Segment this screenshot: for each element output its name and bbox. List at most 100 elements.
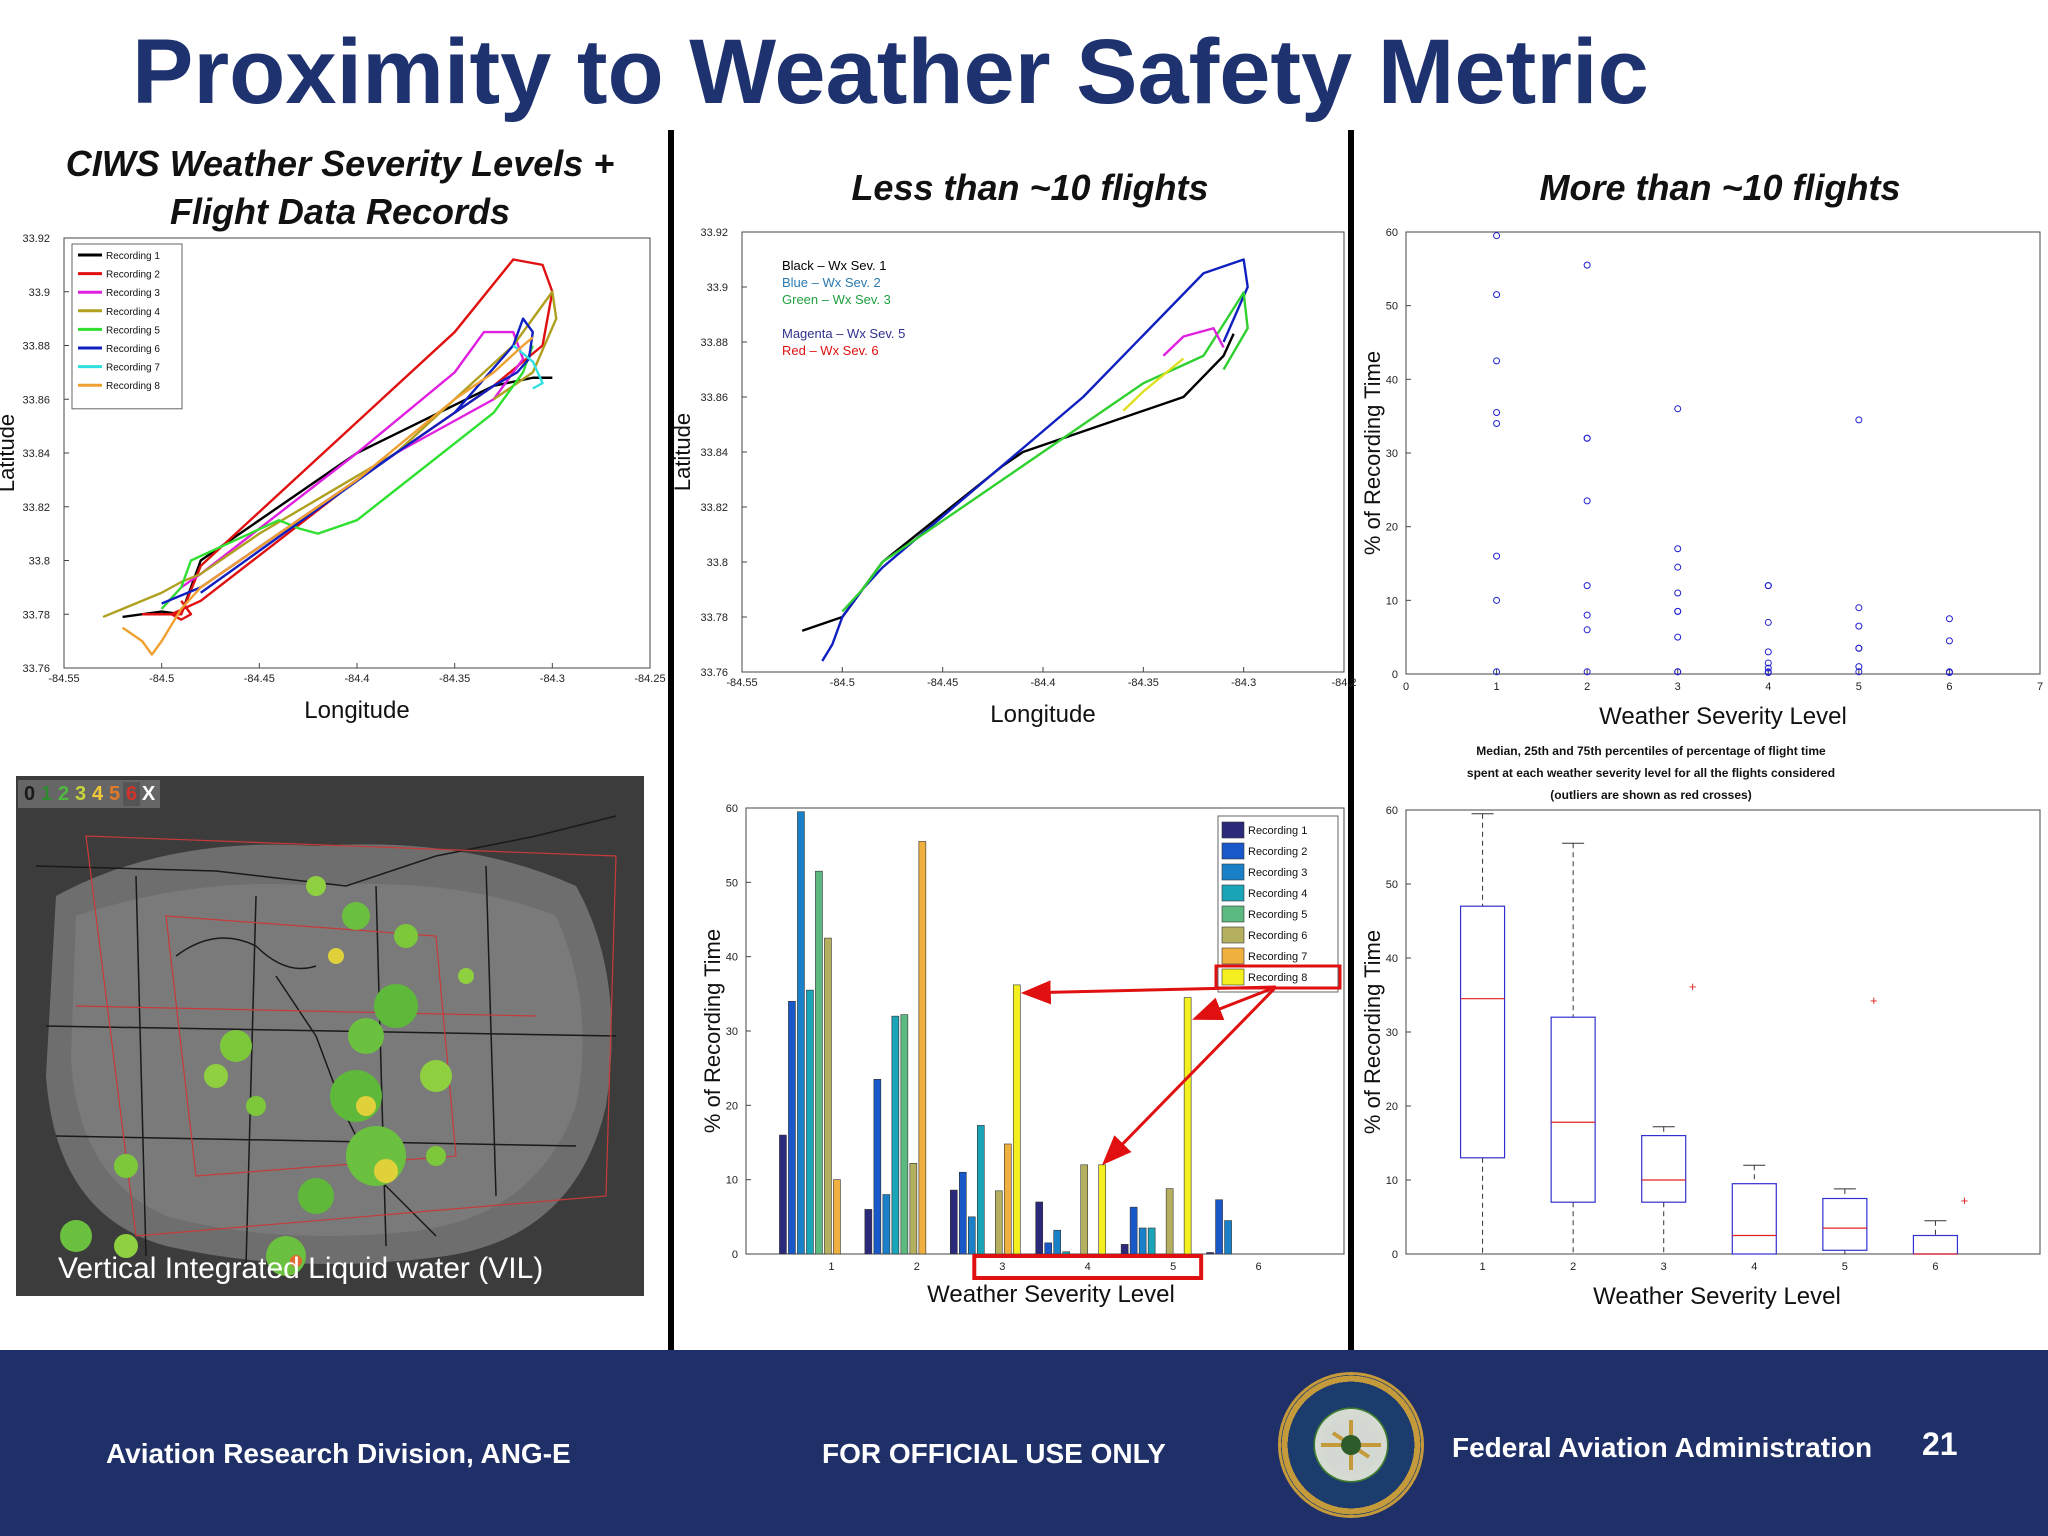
legend-swatch	[1221, 863, 1245, 881]
scatter-point	[1493, 232, 1501, 240]
legend-label: Recording 1	[1248, 825, 1307, 837]
scatter-point	[1945, 615, 1953, 623]
box-plot-title-line: (outliers are shown as red crosses)	[1550, 788, 1751, 802]
legend-swatch	[1221, 821, 1245, 839]
y-tick-label: 60	[726, 803, 738, 815]
trajectory-line-5	[160, 345, 534, 610]
y-tick-label: 10	[726, 1175, 738, 1187]
scatter-point	[1583, 261, 1591, 269]
y-axis-label: % of Recording Time	[1360, 930, 1385, 1134]
y-tick-label: 33.9	[707, 282, 728, 294]
scatter-point	[1764, 664, 1772, 672]
x-tick-label: 6	[1256, 1261, 1262, 1273]
scatter-point	[1583, 611, 1591, 619]
vil-scale-level-3: 3	[74, 783, 87, 805]
trajectory-line-7	[512, 344, 544, 390]
y-tick-label: 10	[1386, 1175, 1398, 1187]
x-tick-label: -84.45	[927, 677, 958, 689]
x-tick-label: -84.3	[540, 673, 565, 685]
x-tick-label: 3	[1675, 681, 1681, 693]
box-plot-title-line: spent at each weather severity level for…	[1467, 766, 1835, 780]
footer-agency: Federal Aviation Administration	[1452, 1432, 1873, 1463]
bar-recording-2	[1215, 1199, 1223, 1255]
bar-recording-6	[824, 937, 832, 1255]
trajectory-line-3	[160, 330, 525, 610]
scatter-point	[1674, 589, 1682, 597]
x-axis-label: Weather Severity Level	[927, 1281, 1175, 1308]
vil-weather-map	[16, 776, 644, 1296]
trajectory-line-2	[821, 258, 1249, 662]
scatter-point	[1764, 618, 1772, 626]
scatter-point	[1855, 416, 1863, 424]
trajectory-line-8	[121, 336, 534, 656]
severity-annotation: Red – Wx Sev. 6	[782, 343, 879, 358]
y-tick-label: 40	[1386, 374, 1398, 386]
page-number: 21	[1922, 1426, 1958, 1462]
plot-area	[1405, 809, 2041, 1255]
scatter-point	[1764, 659, 1772, 667]
legend-label: Recording 6	[106, 344, 160, 355]
plot-area	[745, 807, 1345, 1255]
x-tick-label: 2	[1584, 681, 1590, 693]
legend-label: Recording 7	[1248, 951, 1307, 963]
x-tick-label: -84.4	[344, 673, 369, 685]
bar-recording-3	[797, 811, 805, 1255]
x-tick-label: -84.3	[1231, 677, 1256, 689]
bar-recording-2	[1044, 1242, 1053, 1255]
y-tick-label: 50	[726, 877, 738, 889]
legend-label: Recording 8	[106, 381, 160, 392]
legend-swatch	[1221, 905, 1245, 923]
footer-bar	[0, 1350, 2048, 1536]
legend-label: Recording 4	[106, 307, 160, 318]
vil-scale-level-0: 0	[23, 783, 36, 805]
scatter-point	[1583, 668, 1591, 676]
box-outlier: +	[1961, 1193, 1969, 1208]
x-tick-label: 4	[1765, 681, 1771, 693]
y-tick-label: 20	[1386, 522, 1398, 534]
y-tick-label: 33.88	[700, 337, 728, 349]
legend-swatch	[1221, 842, 1245, 860]
annotation-arrow	[1192, 985, 1277, 1021]
bar-recording-6	[994, 1190, 1003, 1255]
bar-recording-3	[967, 1216, 976, 1255]
legend-box	[1217, 815, 1339, 993]
bar-recording-2	[788, 1000, 796, 1255]
bar-recording-1	[1206, 1252, 1214, 1255]
x-tick-label: 1	[1494, 681, 1500, 693]
x-tick-label: -84.4	[1030, 677, 1055, 689]
faa-seal-graphic	[1315, 1409, 1387, 1481]
bar-recording-1	[779, 1134, 787, 1255]
y-tick-label: 20	[1386, 1101, 1398, 1113]
legend-box	[71, 243, 183, 410]
y-tick-label: 33.84	[700, 447, 728, 459]
bar-recording-4	[1062, 1251, 1071, 1255]
scatter-point	[1583, 434, 1591, 442]
x-tick-label: 7	[2037, 681, 2043, 693]
x-tick-label: 0	[1403, 681, 1409, 693]
legend-label: Recording 8	[1248, 972, 1307, 984]
legend-swatch	[1221, 947, 1245, 965]
scatter-point	[1945, 669, 1953, 677]
trajectory-line-1	[122, 376, 553, 619]
box-outlier: +	[1870, 993, 1878, 1008]
bar-recording-7	[833, 1179, 841, 1255]
scatter-point	[1674, 668, 1682, 676]
y-tick-label: 40	[1386, 953, 1398, 965]
vil-scale-level-2: 2	[57, 783, 70, 805]
legend-label: Recording 3	[1248, 867, 1307, 879]
bar-recording-6	[1080, 1164, 1089, 1255]
scatter-point	[1674, 563, 1682, 571]
scatter-point	[1583, 434, 1591, 442]
scatter-point	[1674, 607, 1682, 615]
scatter-point	[1583, 626, 1591, 634]
bar-recording-4	[976, 1125, 985, 1255]
x-tick-label: -84.35	[439, 673, 470, 685]
vil-scale-level-4: 4	[91, 783, 104, 805]
column-divider-left	[668, 130, 674, 1350]
x-tick-label: -84.5	[830, 677, 855, 689]
scatter-point	[1855, 644, 1863, 652]
bar-recording-3	[1138, 1227, 1147, 1255]
annotation-arrow	[1102, 985, 1278, 1166]
bar-recording-2	[958, 1171, 967, 1255]
y-tick-label: 33.86	[700, 392, 728, 404]
